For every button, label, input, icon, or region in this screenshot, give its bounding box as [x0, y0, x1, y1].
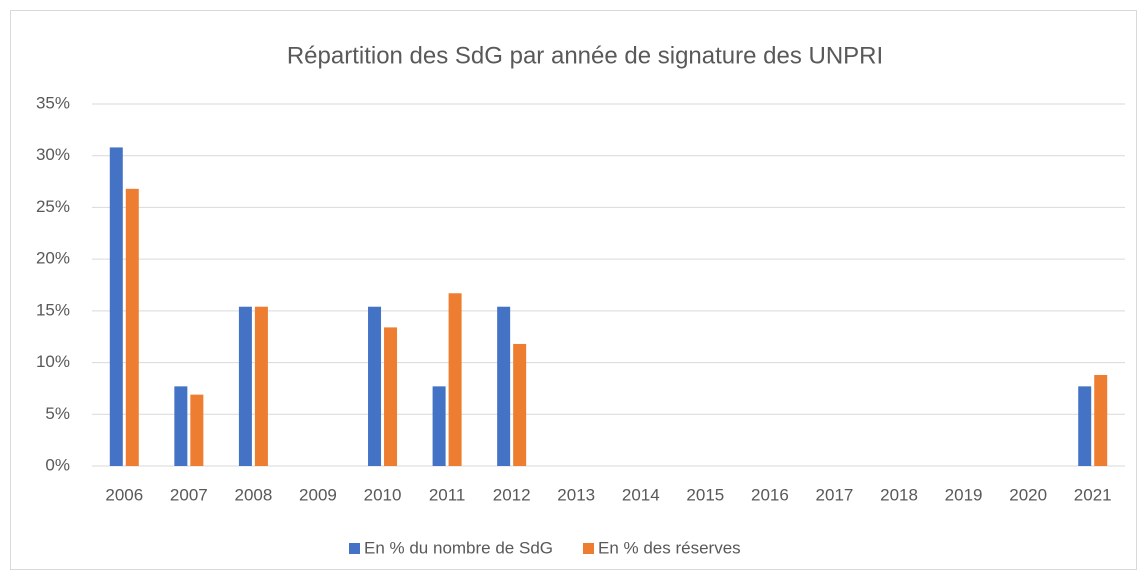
bar: [497, 306, 511, 466]
legend-swatch: [349, 543, 360, 554]
y-tick-label: 35%: [36, 93, 70, 112]
y-tick-label: 30%: [36, 145, 70, 164]
y-tick-label: 10%: [36, 352, 70, 371]
x-tick-label: 2010: [364, 485, 402, 504]
y-tick-label: 20%: [36, 249, 70, 268]
bar: [109, 147, 123, 466]
x-tick-label: 2012: [493, 485, 531, 504]
x-tick-label: 2016: [751, 485, 789, 504]
bar: [448, 293, 462, 466]
x-tick-label: 2014: [622, 485, 660, 504]
bar: [1094, 374, 1108, 466]
legend-swatch: [583, 543, 594, 554]
y-tick-label: 0%: [45, 455, 70, 474]
x-tick-label: 2008: [234, 485, 272, 504]
legend-label: En % du nombre de SdG: [364, 538, 553, 557]
bar: [368, 306, 382, 466]
x-tick-label: 2020: [1009, 485, 1047, 504]
x-tick-label: 2021: [1074, 485, 1112, 504]
x-tick-label: 2019: [945, 485, 983, 504]
x-tick-label: 2006: [105, 485, 143, 504]
x-tick-label: 2009: [299, 485, 337, 504]
legend-label: En % des réserves: [598, 538, 741, 557]
bar: [384, 327, 398, 466]
x-tick-label: 2015: [686, 485, 724, 504]
bar: [254, 306, 268, 466]
bar: [513, 343, 527, 466]
x-tick-label: 2011: [429, 485, 466, 504]
y-tick-label: 5%: [45, 404, 70, 423]
y-tick-label: 15%: [36, 300, 70, 319]
bar: [432, 386, 446, 466]
bar: [125, 188, 139, 466]
x-tick-label: 2017: [816, 485, 854, 504]
x-tick-label: 2013: [557, 485, 595, 504]
bar: [174, 386, 188, 466]
x-tick-label: 2018: [880, 485, 918, 504]
y-tick-label: 25%: [36, 197, 70, 216]
bar: [1078, 386, 1092, 466]
chart-title: Répartition des SdG par année de signatu…: [287, 42, 883, 69]
x-tick-label: 2007: [170, 485, 208, 504]
bar: [190, 394, 204, 466]
bar: [238, 306, 252, 466]
